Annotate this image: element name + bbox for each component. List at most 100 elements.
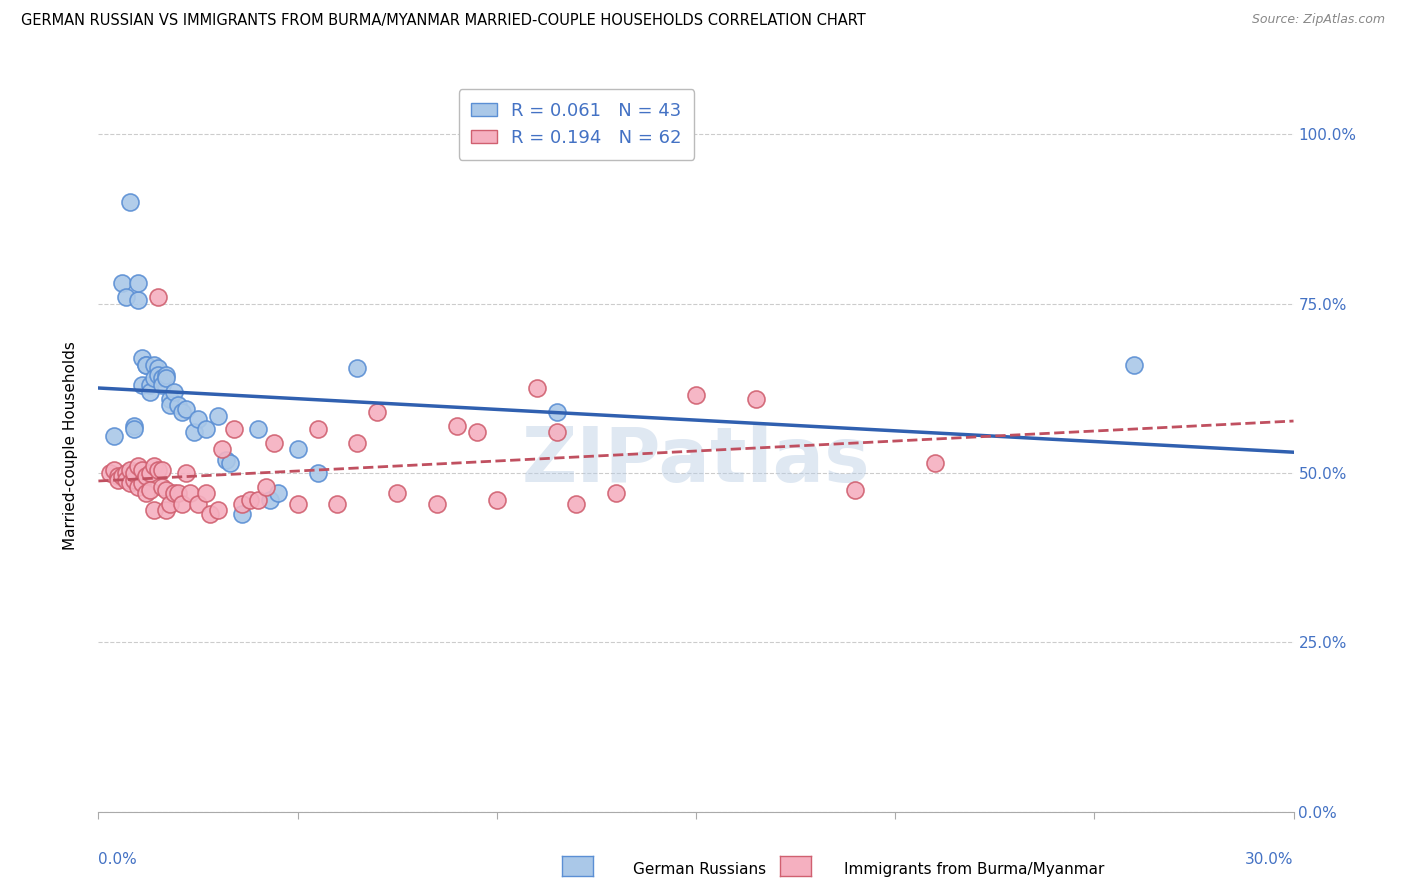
Point bbox=[103, 463, 125, 477]
Point bbox=[155, 503, 177, 517]
Point bbox=[183, 425, 205, 440]
Point bbox=[446, 418, 468, 433]
Point bbox=[139, 384, 162, 399]
Text: 0.0%: 0.0% bbox=[98, 852, 138, 867]
Point bbox=[172, 405, 194, 419]
Text: Source: ZipAtlas.com: Source: ZipAtlas.com bbox=[1251, 13, 1385, 27]
Text: GERMAN RUSSIAN VS IMMIGRANTS FROM BURMA/MYANMAR MARRIED-COUPLE HOUSEHOLDS CORREL: GERMAN RUSSIAN VS IMMIGRANTS FROM BURMA/… bbox=[21, 13, 866, 29]
Point bbox=[246, 422, 269, 436]
Point bbox=[139, 378, 162, 392]
Point bbox=[148, 290, 170, 304]
Point bbox=[231, 497, 253, 511]
Point bbox=[135, 469, 157, 483]
Point bbox=[222, 422, 245, 436]
Point bbox=[159, 392, 181, 406]
Point bbox=[135, 486, 157, 500]
Point bbox=[124, 418, 146, 433]
Point bbox=[143, 371, 166, 385]
Point bbox=[127, 480, 149, 494]
Point bbox=[111, 277, 134, 291]
Point bbox=[326, 497, 349, 511]
Text: German Russians: German Russians bbox=[633, 863, 766, 877]
Legend: R = 0.061   N = 43, R = 0.194   N = 62: R = 0.061 N = 43, R = 0.194 N = 62 bbox=[458, 89, 695, 160]
Point bbox=[198, 507, 221, 521]
Point bbox=[111, 469, 134, 483]
Point bbox=[148, 368, 170, 382]
Point bbox=[107, 469, 129, 483]
Point bbox=[366, 405, 388, 419]
Point bbox=[263, 435, 285, 450]
Point bbox=[115, 290, 138, 304]
Point bbox=[195, 422, 218, 436]
Point bbox=[135, 358, 157, 372]
Point bbox=[215, 452, 238, 467]
Point bbox=[120, 463, 142, 477]
Point bbox=[685, 388, 707, 402]
Point bbox=[120, 476, 142, 491]
Point bbox=[187, 497, 209, 511]
Point bbox=[100, 466, 122, 480]
Point bbox=[131, 378, 153, 392]
Point bbox=[485, 493, 508, 508]
Point bbox=[844, 483, 866, 497]
Point bbox=[127, 459, 149, 474]
Point bbox=[167, 486, 190, 500]
Point bbox=[287, 442, 309, 457]
Point bbox=[605, 486, 627, 500]
Point bbox=[259, 493, 281, 508]
Point bbox=[287, 497, 309, 511]
Point bbox=[120, 195, 142, 210]
Point bbox=[148, 463, 170, 477]
Text: Immigrants from Burma/Myanmar: Immigrants from Burma/Myanmar bbox=[844, 863, 1104, 877]
Point bbox=[124, 473, 146, 487]
Point bbox=[150, 480, 173, 494]
Point bbox=[107, 473, 129, 487]
Point bbox=[103, 429, 125, 443]
Point bbox=[124, 466, 146, 480]
Point bbox=[1123, 358, 1146, 372]
Point bbox=[174, 401, 197, 416]
Point bbox=[155, 371, 177, 385]
Point bbox=[139, 483, 162, 497]
Point bbox=[163, 384, 186, 399]
Point bbox=[127, 277, 149, 291]
Point bbox=[307, 466, 329, 480]
Point bbox=[565, 497, 588, 511]
Point bbox=[254, 480, 277, 494]
Point bbox=[167, 398, 190, 412]
Point bbox=[143, 459, 166, 474]
Point bbox=[426, 497, 449, 511]
Point bbox=[307, 422, 329, 436]
Point bbox=[745, 392, 768, 406]
Point bbox=[546, 405, 568, 419]
Point bbox=[159, 398, 181, 412]
Point bbox=[131, 463, 153, 477]
Point bbox=[267, 486, 290, 500]
Point bbox=[115, 473, 138, 487]
Point bbox=[526, 381, 548, 395]
Point bbox=[131, 351, 153, 365]
Point bbox=[143, 358, 166, 372]
Point bbox=[195, 486, 218, 500]
Point bbox=[131, 476, 153, 491]
Point bbox=[143, 503, 166, 517]
Point bbox=[207, 503, 229, 517]
Point bbox=[219, 456, 242, 470]
Point bbox=[546, 425, 568, 440]
Point bbox=[150, 371, 173, 385]
Point bbox=[163, 486, 186, 500]
Point bbox=[211, 442, 233, 457]
Text: ZIPatlas: ZIPatlas bbox=[522, 424, 870, 498]
Point bbox=[465, 425, 488, 440]
Point bbox=[115, 466, 138, 480]
Point bbox=[135, 358, 157, 372]
Point bbox=[172, 497, 194, 511]
Text: 30.0%: 30.0% bbox=[1246, 852, 1294, 867]
Point bbox=[239, 493, 262, 508]
Point bbox=[346, 435, 368, 450]
Point bbox=[174, 466, 197, 480]
Point bbox=[155, 483, 177, 497]
Point bbox=[155, 368, 177, 382]
Point bbox=[924, 456, 946, 470]
Point bbox=[150, 378, 173, 392]
